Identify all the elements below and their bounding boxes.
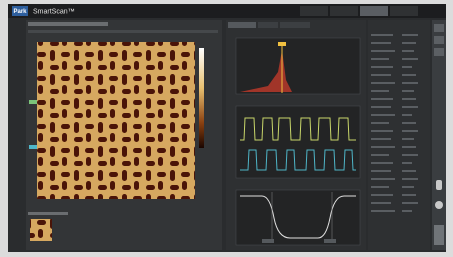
chart-tab[interactable] [258,22,278,28]
tool-button[interactable] [434,36,444,44]
color-bar [199,48,204,148]
logo: Park [13,9,27,15]
panel-toolbar [28,30,218,33]
tool-button[interactable] [434,225,444,245]
cursor-handle[interactable] [278,42,286,46]
afm-image [37,42,195,199]
tool-button[interactable] [434,48,444,56]
histogram [236,38,360,94]
tab[interactable] [330,6,358,16]
line-profile [236,106,360,178]
tab[interactable] [300,6,328,16]
app-title: SmartScan™ [33,8,75,15]
tool-button[interactable] [436,180,442,190]
tool-button[interactable] [434,24,444,32]
marker[interactable] [29,100,37,104]
tab[interactable] [390,6,418,16]
tool-button[interactable] [435,201,443,209]
related-view-heading [28,212,68,215]
tab-active[interactable] [360,6,388,16]
detail-profile [236,190,360,245]
chart-tab[interactable] [280,22,310,28]
chart-tab[interactable] [228,22,256,28]
page: {"header": {"logo": "Park", "app_title":… [0,0,453,257]
cursor-label [262,239,274,243]
cursor-label [324,239,336,243]
thumbnail[interactable] [30,219,52,241]
marker[interactable] [29,145,37,149]
parameter-panel [368,20,430,250]
panel-heading [28,22,108,26]
screenshot: Park SmartScan™ [0,0,453,257]
